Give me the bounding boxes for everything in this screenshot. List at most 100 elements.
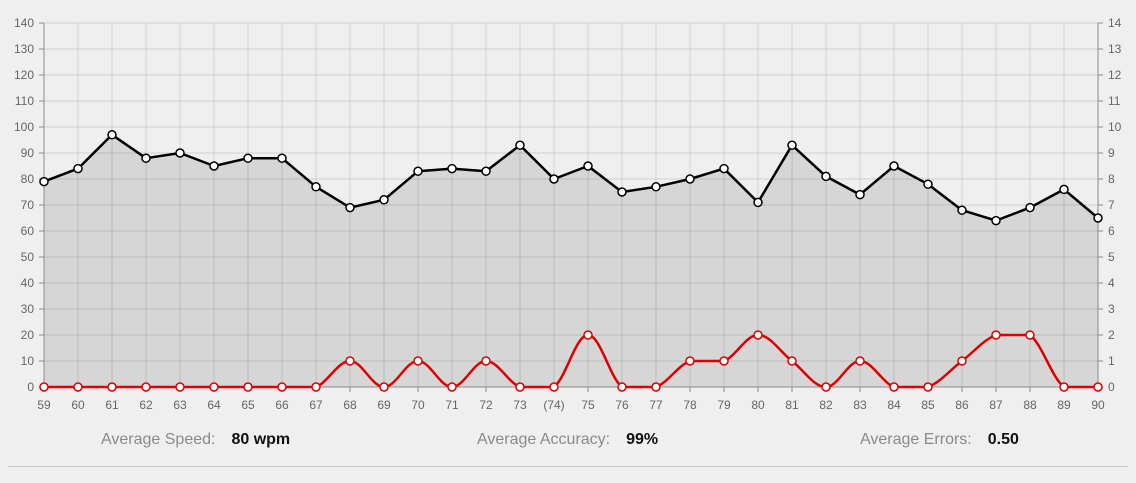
series-1-point — [141, 153, 151, 163]
series-2-point — [923, 382, 933, 392]
left-tick-label: 110 — [15, 94, 34, 108]
left-tick-label: 100 — [14, 120, 34, 134]
average-speed: Average Speed: 80 wpm — [101, 431, 290, 449]
average-errors: Average Errors: 0.50 — [860, 431, 1019, 449]
x-tick-label: 77 — [649, 398, 663, 412]
series-2-point — [413, 356, 423, 366]
average-errors-label: Average Errors: — [860, 431, 972, 448]
x-tick-label: 78 — [683, 398, 697, 412]
series-2-point — [243, 382, 253, 392]
x-tick-label: 66 — [275, 398, 289, 412]
right-tick-label: 14 — [1108, 16, 1122, 30]
series-2-point — [209, 382, 219, 392]
left-tick-label: 20 — [21, 328, 35, 342]
x-tick-label: 62 — [139, 398, 153, 412]
series-2-point — [515, 382, 525, 392]
series-1-point — [311, 182, 321, 192]
left-tick-label: 30 — [21, 302, 35, 316]
series-2-point — [447, 382, 457, 392]
x-tick-label: 72 — [479, 398, 493, 412]
series-1-point — [957, 205, 967, 215]
x-tick-label: 81 — [785, 398, 799, 412]
series-1-point — [39, 176, 49, 187]
series-1-point — [549, 174, 559, 184]
x-tick-label: 67 — [309, 398, 323, 412]
series-1-point — [923, 179, 933, 189]
series-1-point — [821, 171, 831, 182]
right-tick-label: 9 — [1108, 146, 1115, 160]
series-1-point — [379, 195, 389, 205]
series-2-point — [583, 330, 593, 340]
left-tick-label: 0 — [27, 380, 34, 394]
series-1-point — [209, 161, 219, 171]
series-2-point — [379, 382, 389, 392]
average-accuracy-value: 99% — [626, 431, 659, 448]
left-tick-label: 140 — [14, 16, 34, 30]
left-tick-label: 130 — [14, 42, 34, 56]
series-2-point — [175, 382, 185, 392]
x-tick-label: 75 — [581, 398, 595, 412]
average-accuracy-label: Average Accuracy: — [477, 431, 611, 448]
series-2-point — [311, 382, 321, 392]
series-1-point — [277, 153, 287, 163]
average-accuracy: Average Accuracy: 99% — [477, 431, 658, 449]
series-2-point — [141, 382, 151, 392]
series-1-point — [175, 148, 185, 158]
series-2-point — [481, 356, 491, 366]
series-1-point — [1025, 202, 1035, 213]
series-2-point — [1025, 330, 1035, 340]
series-1-point — [685, 174, 695, 184]
series-area-fill — [44, 134, 1098, 387]
x-tick-label: 61 — [105, 398, 119, 412]
series-2-point — [651, 382, 661, 392]
left-tick-label: 120 — [14, 68, 34, 82]
series-2-point — [107, 382, 117, 392]
chart-svg: 0102030405060708090100110120130140012345… — [14, 16, 1122, 412]
x-tick-label: 73 — [513, 398, 527, 412]
x-tick-label: 60 — [71, 398, 85, 412]
x-tick-label: 68 — [343, 398, 357, 412]
left-tick-label: 60 — [21, 224, 35, 238]
typing-history-chart: 0 10 20 30 40 50 60 70 80 90 100 110 120 130 140 0 1 2 3 4 5… — [14, 16, 1122, 412]
series-1-point — [481, 166, 491, 176]
x-tick-label: 79 — [717, 398, 731, 412]
x-tick-label: 65 — [241, 398, 255, 412]
right-tick-label: 13 — [1108, 42, 1122, 56]
x-tick-label: 89 — [1057, 398, 1071, 412]
series-2-point — [277, 382, 287, 392]
average-speed-value: 80 wpm — [231, 431, 291, 448]
series-2-point — [39, 382, 49, 392]
x-tick-label: 76 — [615, 398, 629, 412]
x-tick-label: 69 — [377, 398, 391, 412]
left-tick-label: 80 — [21, 172, 35, 186]
x-tick-label: 88 — [1023, 398, 1037, 412]
series-1-point — [889, 161, 899, 171]
left-tick-label: 40 — [21, 276, 35, 290]
series-2-point — [617, 382, 627, 392]
right-tick-label: 5 — [1108, 250, 1115, 264]
x-tick-label: 82 — [819, 398, 833, 412]
series-2-point — [991, 330, 1001, 340]
right-tick-label: 0 — [1108, 380, 1115, 394]
right-tick-label: 10 — [1108, 120, 1122, 134]
left-tick-label: 90 — [21, 146, 35, 160]
series-1-point — [107, 130, 117, 140]
series-1-point — [651, 182, 661, 192]
x-tick-label: 83 — [853, 398, 867, 412]
series-2-point — [1059, 382, 1069, 392]
series-1-point — [787, 140, 797, 150]
series-2-point — [855, 356, 865, 366]
average-errors-value: 0.50 — [987, 431, 1019, 448]
right-tick-label: 1 — [1108, 354, 1115, 368]
x-tick-label: 90 — [1091, 398, 1105, 412]
series-2-point — [787, 356, 797, 366]
right-tick-label: 4 — [1108, 276, 1115, 290]
series-1-point — [447, 163, 457, 174]
x-tick-label: 71 — [445, 398, 459, 412]
series-2-point — [889, 382, 899, 392]
right-tick-label: 7 — [1108, 198, 1115, 212]
series-1-point — [855, 189, 865, 200]
right-tick-label: 8 — [1108, 172, 1115, 186]
x-tick-label: 70 — [411, 398, 425, 412]
right-tick-label: 2 — [1108, 328, 1115, 342]
